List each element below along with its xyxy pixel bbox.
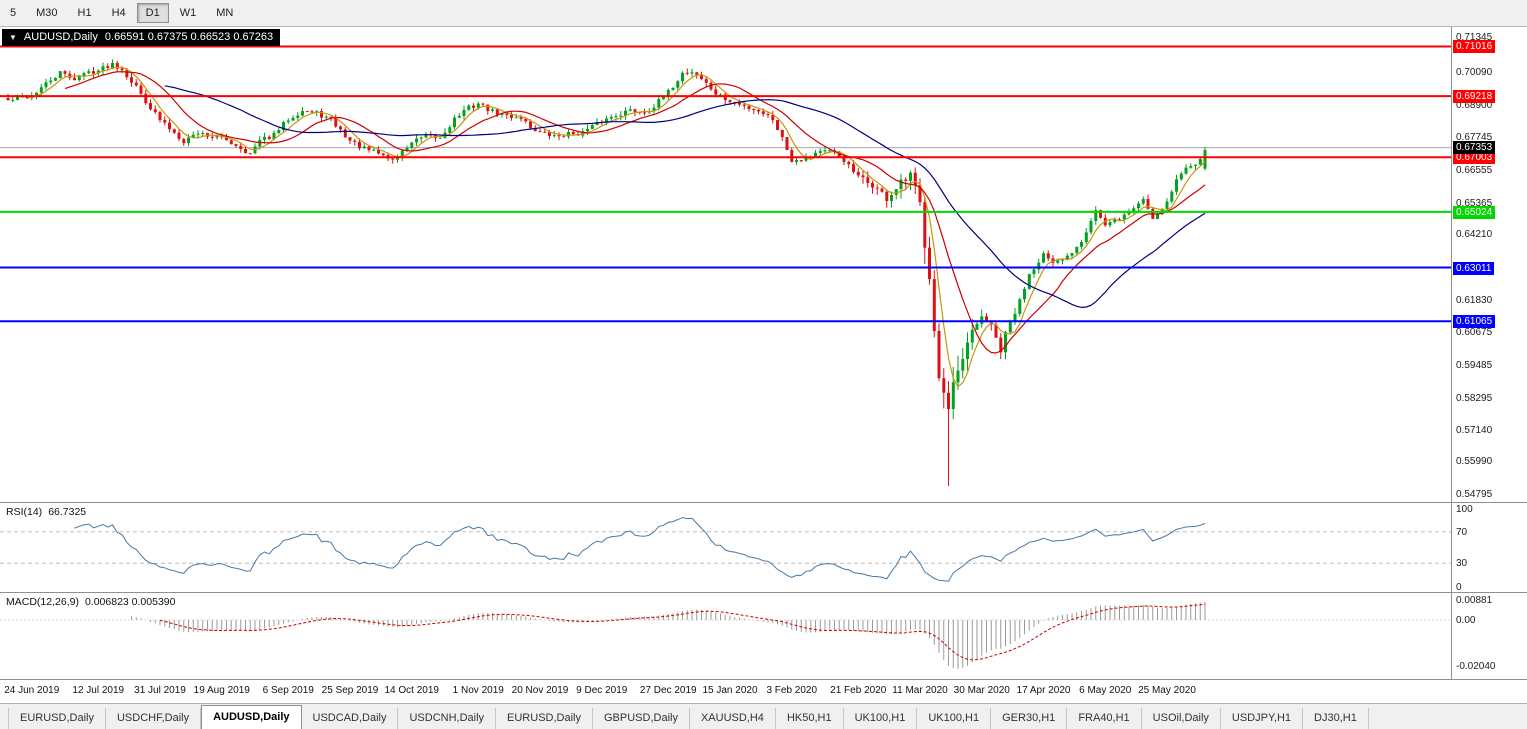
chart-tab-fra40-h1[interactable]: FRA40,H1: [1067, 708, 1142, 729]
chart-tab-usdchf-daily[interactable]: USDCHF,Daily: [106, 708, 202, 729]
date-label: 25 Sep 2019: [321, 685, 379, 696]
chart-tab-dj30-h1[interactable]: DJ30,H1: [1303, 708, 1369, 729]
date-label: 27 Dec 2019: [639, 685, 697, 696]
chart-ohlc-values: 0.66591 0.67375 0.66523 0.67263: [104, 31, 274, 43]
price-tick: 0.60675: [1456, 327, 1493, 339]
level-price-badge: 0.71016: [1453, 40, 1496, 54]
date-label: 6 Sep 2019: [262, 685, 314, 696]
current-price-badge: 0.67353: [1453, 140, 1496, 154]
date-label: 17 Apr 2020: [1016, 685, 1071, 696]
date-label: 12 Jul 2019: [72, 685, 125, 696]
price-tick: 0.64210: [1456, 229, 1493, 241]
date-label: 11 Mar 2020: [892, 685, 948, 696]
price-tick: 0.68900: [1456, 99, 1493, 111]
price-tick: 0.70090: [1456, 67, 1493, 78]
price-tick: 0.58295: [1456, 392, 1493, 404]
candlestick-chart[interactable]: [0, 27, 1451, 502]
date-label: 3 Feb 2020: [766, 685, 818, 696]
chart-symbol-label: AUDUSD,Daily: [23, 31, 98, 43]
main-chart-panel[interactable]: ▼ AUDUSD,Daily 0.66591 0.67375 0.66523 0…: [0, 27, 1527, 503]
date-axis[interactable]: 24 Jun 2019 12 Jul 2019 31 Jul 2019 19 Aug …: [0, 680, 1527, 703]
date-label: 30 Mar 2020: [953, 685, 1010, 696]
level-price-badge: 0.69218: [1453, 90, 1496, 104]
chart-dropdown-icon[interactable]: ▼: [9, 32, 17, 42]
timeframe-button-5[interactable]: 5: [1, 3, 25, 23]
chart-tabs-bar: EURUSD,Daily USDCHF,Daily AUDUSD,Daily USDC…: [0, 703, 1527, 729]
level-price-badge: 0.61065: [1453, 315, 1496, 329]
rsi-label: RSI(14) 66.7325: [4, 506, 89, 518]
chart-tab-uk100-h1[interactable]: UK100,H1: [917, 708, 992, 729]
macd-name: MACD(12,26,9): [6, 596, 79, 608]
chart-tab-hk50-h1[interactable]: HK50,H1: [776, 708, 844, 729]
macd-panel[interactable]: MACD(12,26,9) 0.006823 0.005390 0.00881 0…: [0, 593, 1527, 680]
date-label: 20 Nov 2019: [511, 685, 569, 696]
price-tick: 0.66555: [1456, 164, 1493, 176]
price-tick: 0.65365: [1456, 197, 1493, 209]
timeframe-button-w1[interactable]: W1: [171, 3, 206, 23]
timeframe-button-mn[interactable]: MN: [207, 3, 242, 23]
price-tick: 0.54795: [1456, 489, 1493, 501]
price-tick: 0.67745: [1456, 131, 1493, 143]
chart-tab-eurusd-daily[interactable]: EURUSD,Daily: [8, 708, 106, 729]
rsi-value: 66.7325: [48, 506, 87, 518]
macd-chart[interactable]: [0, 593, 1451, 679]
date-label: 21 Feb 2020: [830, 685, 887, 696]
date-label: 1 Nov 2019: [452, 685, 504, 696]
chart-tab-ger30-h1[interactable]: GER30,H1: [991, 708, 1068, 729]
chart-tab-gbpusd-daily[interactable]: GBPUSD,Daily: [593, 708, 690, 729]
chart-tab-usoil-daily[interactable]: USOil,Daily: [1142, 708, 1221, 729]
rsi-panel[interactable]: RSI(14) 66.7325 100 70 30 0: [0, 503, 1527, 593]
rsi-chart[interactable]: [0, 503, 1451, 592]
price-tick: 0.57140: [1456, 424, 1493, 436]
timeframe-button-d1[interactable]: D1: [136, 3, 169, 23]
chart-tab-audusd-daily[interactable]: AUDUSD,Daily: [201, 705, 302, 729]
rsi-tick: 30: [1456, 558, 1468, 570]
date-label: 14 Oct 2019: [384, 685, 439, 696]
macd-tick: 0.00881: [1456, 595, 1493, 607]
date-label: 31 Jul 2019: [134, 685, 186, 696]
rsi-tick: 70: [1456, 526, 1468, 538]
chart-tab-usdcad-daily[interactable]: USDCAD,Daily: [302, 708, 399, 729]
chart-tab-uk100-h1[interactable]: UK100,H1: [844, 708, 918, 729]
rsi-axis[interactable]: 100 70 30 0: [1451, 503, 1527, 593]
price-tick: 0.71345: [1456, 32, 1493, 44]
date-label: 19 Aug 2019: [193, 685, 250, 696]
macd-tick: -0.02040: [1456, 660, 1496, 672]
level-price-badge: 0.65024: [1453, 205, 1496, 219]
rsi-name: RSI(14): [6, 506, 43, 518]
timeframe-toolbar: 5 M30 H1 H4 D1 W1 MN: [0, 0, 1527, 27]
chart-tab-eurusd-daily[interactable]: EURUSD,Daily: [496, 708, 593, 729]
chart-tab-xauusd-h4[interactable]: XAUUSD,H4: [690, 708, 776, 729]
macd-label: MACD(12,26,9) 0.006823 0.005390: [4, 596, 178, 608]
date-label: 15 Jan 2020: [702, 685, 758, 696]
chart-tab-usdcnh-daily[interactable]: USDCNH,Daily: [398, 708, 497, 729]
date-label: 25 May 2020: [1138, 685, 1196, 696]
rsi-tick: 0: [1456, 582, 1462, 593]
level-price-badge: 0.67003: [1453, 151, 1496, 165]
timeframe-button-h4[interactable]: H4: [103, 3, 135, 23]
price-tick: 0.55990: [1456, 456, 1493, 468]
timeframe-button-m30[interactable]: M30: [27, 3, 66, 23]
level-price-badge: 0.63011: [1453, 261, 1495, 275]
chart-header: ▼ AUDUSD,Daily 0.66591 0.67375 0.66523 0…: [2, 29, 281, 46]
date-label: 9 Dec 2019: [576, 685, 628, 696]
macd-values: 0.006823 0.005390: [84, 596, 176, 608]
price-axis[interactable]: 0.71345 0.70090 0.68900 0.67745 0.66555 0.653…: [1451, 27, 1527, 502]
rsi-tick: 100: [1456, 504, 1473, 515]
price-tick: 0.61830: [1456, 295, 1493, 307]
chart-tab-usdjpy-h1[interactable]: USDJPY,H1: [1221, 708, 1304, 729]
date-label: 24 Jun 2019: [4, 685, 60, 696]
timeframe-button-h1[interactable]: H1: [69, 3, 101, 23]
macd-tick: 0.00: [1456, 615, 1476, 626]
date-label: 6 May 2020: [1079, 685, 1132, 696]
macd-axis[interactable]: 0.00881 0.00 -0.02040: [1451, 593, 1527, 679]
price-tick: 0.59485: [1456, 359, 1493, 371]
